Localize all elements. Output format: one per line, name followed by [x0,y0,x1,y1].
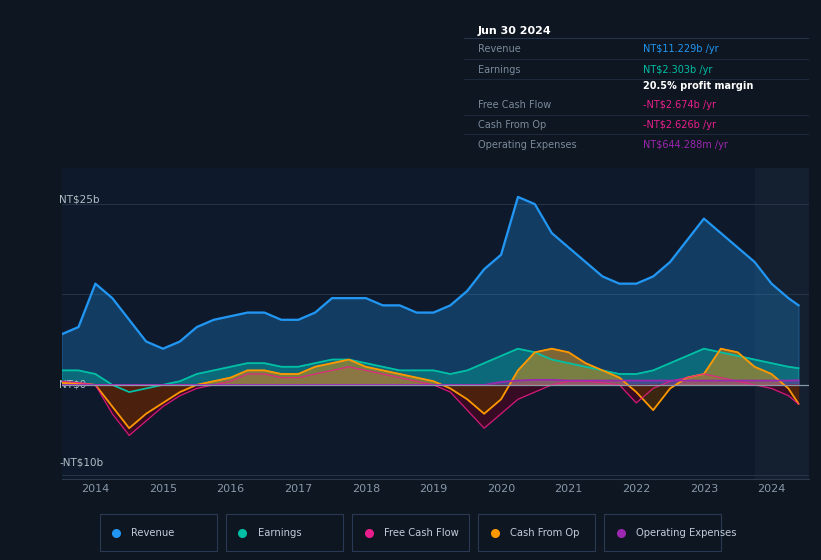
Text: -NT$10b: -NT$10b [59,457,103,467]
Text: Revenue: Revenue [478,44,521,54]
Text: Earnings: Earnings [478,64,521,74]
Text: Cash From Op: Cash From Op [510,528,579,538]
Bar [478,514,595,551]
Bar [99,514,217,551]
Bar [604,514,722,551]
Text: 20.5% profit margin: 20.5% profit margin [643,81,754,91]
Text: Operating Expenses: Operating Expenses [636,528,736,538]
Bar [352,514,469,551]
Text: NT$11.229b /yr: NT$11.229b /yr [643,44,719,54]
Bar [226,514,343,551]
Text: Revenue: Revenue [131,528,175,538]
Text: NT$2.303b /yr: NT$2.303b /yr [643,64,713,74]
Bar [754,168,809,479]
Text: Free Cash Flow: Free Cash Flow [383,528,458,538]
Text: NT$25b: NT$25b [59,194,100,204]
Text: Free Cash Flow: Free Cash Flow [478,100,551,110]
Text: NT$644.288m /yr: NT$644.288m /yr [643,141,728,150]
Text: Cash From Op: Cash From Op [478,119,546,129]
Text: Jun 30 2024: Jun 30 2024 [478,26,552,36]
Text: Operating Expenses: Operating Expenses [478,141,576,150]
Text: Earnings: Earnings [258,528,301,538]
Text: -NT$2.674b /yr: -NT$2.674b /yr [643,100,716,110]
Text: NT$0: NT$0 [59,380,86,390]
Text: -NT$2.626b /yr: -NT$2.626b /yr [643,119,716,129]
